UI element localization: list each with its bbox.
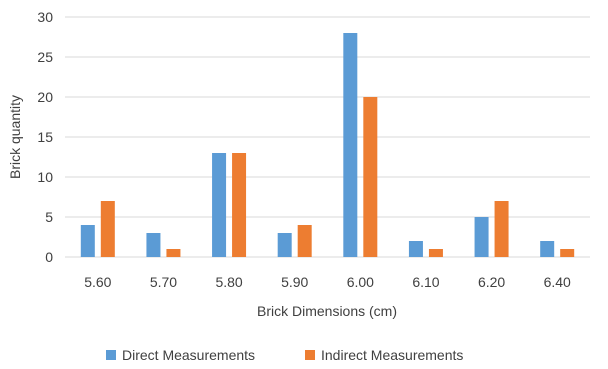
legend-label: Indirect Measurements xyxy=(321,347,463,363)
bar-direct-measurements xyxy=(540,241,555,257)
bar-direct-measurements xyxy=(212,153,227,257)
x-tick-label: 5.80 xyxy=(215,274,242,290)
legend-label: Direct Measurements xyxy=(122,347,255,363)
legend-swatch xyxy=(106,350,116,360)
bar-indirect-measurements xyxy=(494,201,509,257)
x-tick-label: 5.60 xyxy=(84,274,111,290)
legend-swatch xyxy=(305,350,315,360)
y-tick-label: 10 xyxy=(37,169,53,185)
y-tick-labels: 0 5 10 15 20 25 30 xyxy=(37,9,53,265)
bar-direct-measurements xyxy=(277,233,292,257)
bar-direct-measurements xyxy=(343,33,358,257)
y-tick-label: 0 xyxy=(45,249,53,265)
x-tick-label: 6.00 xyxy=(347,274,374,290)
bar-indirect-measurements xyxy=(166,249,181,257)
bar-indirect-measurements xyxy=(232,153,247,257)
gridlines xyxy=(65,16,590,258)
bar-indirect-measurements xyxy=(100,201,115,257)
bar-direct-measurements xyxy=(146,233,161,257)
y-tick-label: 15 xyxy=(37,129,53,145)
bar-direct-measurements xyxy=(474,217,489,257)
x-tick-label: 5.90 xyxy=(281,274,308,290)
bar-direct-measurements xyxy=(408,241,423,257)
y-tick-label: 20 xyxy=(37,89,53,105)
bar-indirect-measurements xyxy=(428,249,443,257)
legend: Direct Measurements Indirect Measurements xyxy=(106,347,463,363)
x-tick-label: 6.10 xyxy=(412,274,439,290)
bar-direct-measurements xyxy=(80,225,95,257)
y-tick-label: 5 xyxy=(45,209,53,225)
x-tick-labels: 5.60 5.70 5.80 5.90 6.00 6.10 6.20 6.40 xyxy=(84,274,571,290)
x-tick-label: 6.20 xyxy=(478,274,505,290)
y-tick-label: 25 xyxy=(37,49,53,65)
bar-indirect-measurements xyxy=(297,225,312,257)
x-tick-label: 5.70 xyxy=(150,274,177,290)
x-tick-label: 6.40 xyxy=(544,274,571,290)
x-axis-title: Brick Dimensions (cm) xyxy=(257,303,397,319)
bar-indirect-measurements xyxy=(363,97,378,257)
bar-indirect-measurements xyxy=(560,249,575,257)
bars xyxy=(80,33,575,257)
y-tick-label: 30 xyxy=(37,9,53,25)
y-axis-title: Brick quantity xyxy=(7,95,23,179)
